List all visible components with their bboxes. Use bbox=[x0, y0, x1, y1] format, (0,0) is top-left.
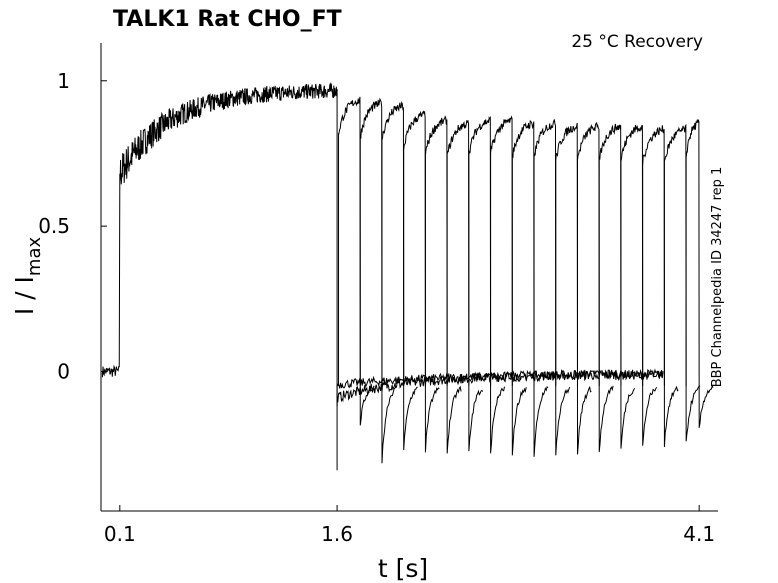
condition-label: 25 °C Recovery bbox=[571, 32, 703, 52]
recovery-pulse-trace bbox=[685, 118, 714, 428]
svg-text:I / Imax: I / Imax bbox=[10, 237, 45, 316]
deactivation-tail-trace bbox=[336, 368, 664, 407]
recovery-pulse-trace bbox=[642, 125, 679, 448]
y-axis-label-sub: max bbox=[24, 237, 45, 277]
recovery-pulse-trace bbox=[577, 121, 614, 453]
activation-trace bbox=[101, 82, 338, 378]
x-axis-label: t [s] bbox=[378, 554, 428, 583]
x-tick-label: 4.1 bbox=[683, 522, 715, 546]
recovery-pulse-trace bbox=[533, 119, 571, 456]
plot-area bbox=[100, 43, 718, 512]
recovery-pulse-trace bbox=[468, 115, 506, 454]
x-tick-label: 1.6 bbox=[321, 522, 353, 546]
recovery-pulse-trace bbox=[555, 122, 592, 455]
recovery-pulse-trace bbox=[338, 96, 375, 426]
y-axis-label-main: I / I bbox=[10, 276, 39, 315]
recovery-pulse-trace bbox=[598, 123, 636, 449]
recovery-pulse-trace bbox=[359, 97, 397, 464]
chart-title: TALK1 Rat CHO_FT bbox=[113, 7, 342, 32]
recovery-pulse-trace bbox=[381, 101, 418, 451]
deactivation-tail-trace bbox=[336, 89, 664, 471]
y-tick-label: 0.5 bbox=[38, 214, 70, 238]
recovery-pulse-trace bbox=[403, 110, 440, 453]
recovery-pulse-trace bbox=[663, 123, 701, 442]
recovery-pulse-trace bbox=[490, 115, 527, 456]
side-label-text: BBP Channelpedia ID 34247 rep 1 bbox=[710, 167, 725, 388]
x-tick-label: 0.1 bbox=[104, 522, 136, 546]
current-traces bbox=[101, 82, 714, 471]
y-tick-label: 1 bbox=[57, 69, 70, 93]
side-label: BBP Channelpedia ID 34247 rep 1 bbox=[710, 167, 725, 388]
y-ticks: 00.51 bbox=[38, 69, 107, 383]
y-axis-label: I / Imax bbox=[10, 237, 45, 316]
recovery-pulse-trace bbox=[424, 115, 462, 454]
recovery-pulse-trace bbox=[511, 119, 549, 457]
recovery-pulse-trace bbox=[620, 124, 658, 446]
recovery-pulse-trace bbox=[446, 119, 484, 452]
y-tick-label: 0 bbox=[57, 359, 70, 383]
x-ticks: 0.1 1.6 4.1 bbox=[104, 505, 715, 546]
